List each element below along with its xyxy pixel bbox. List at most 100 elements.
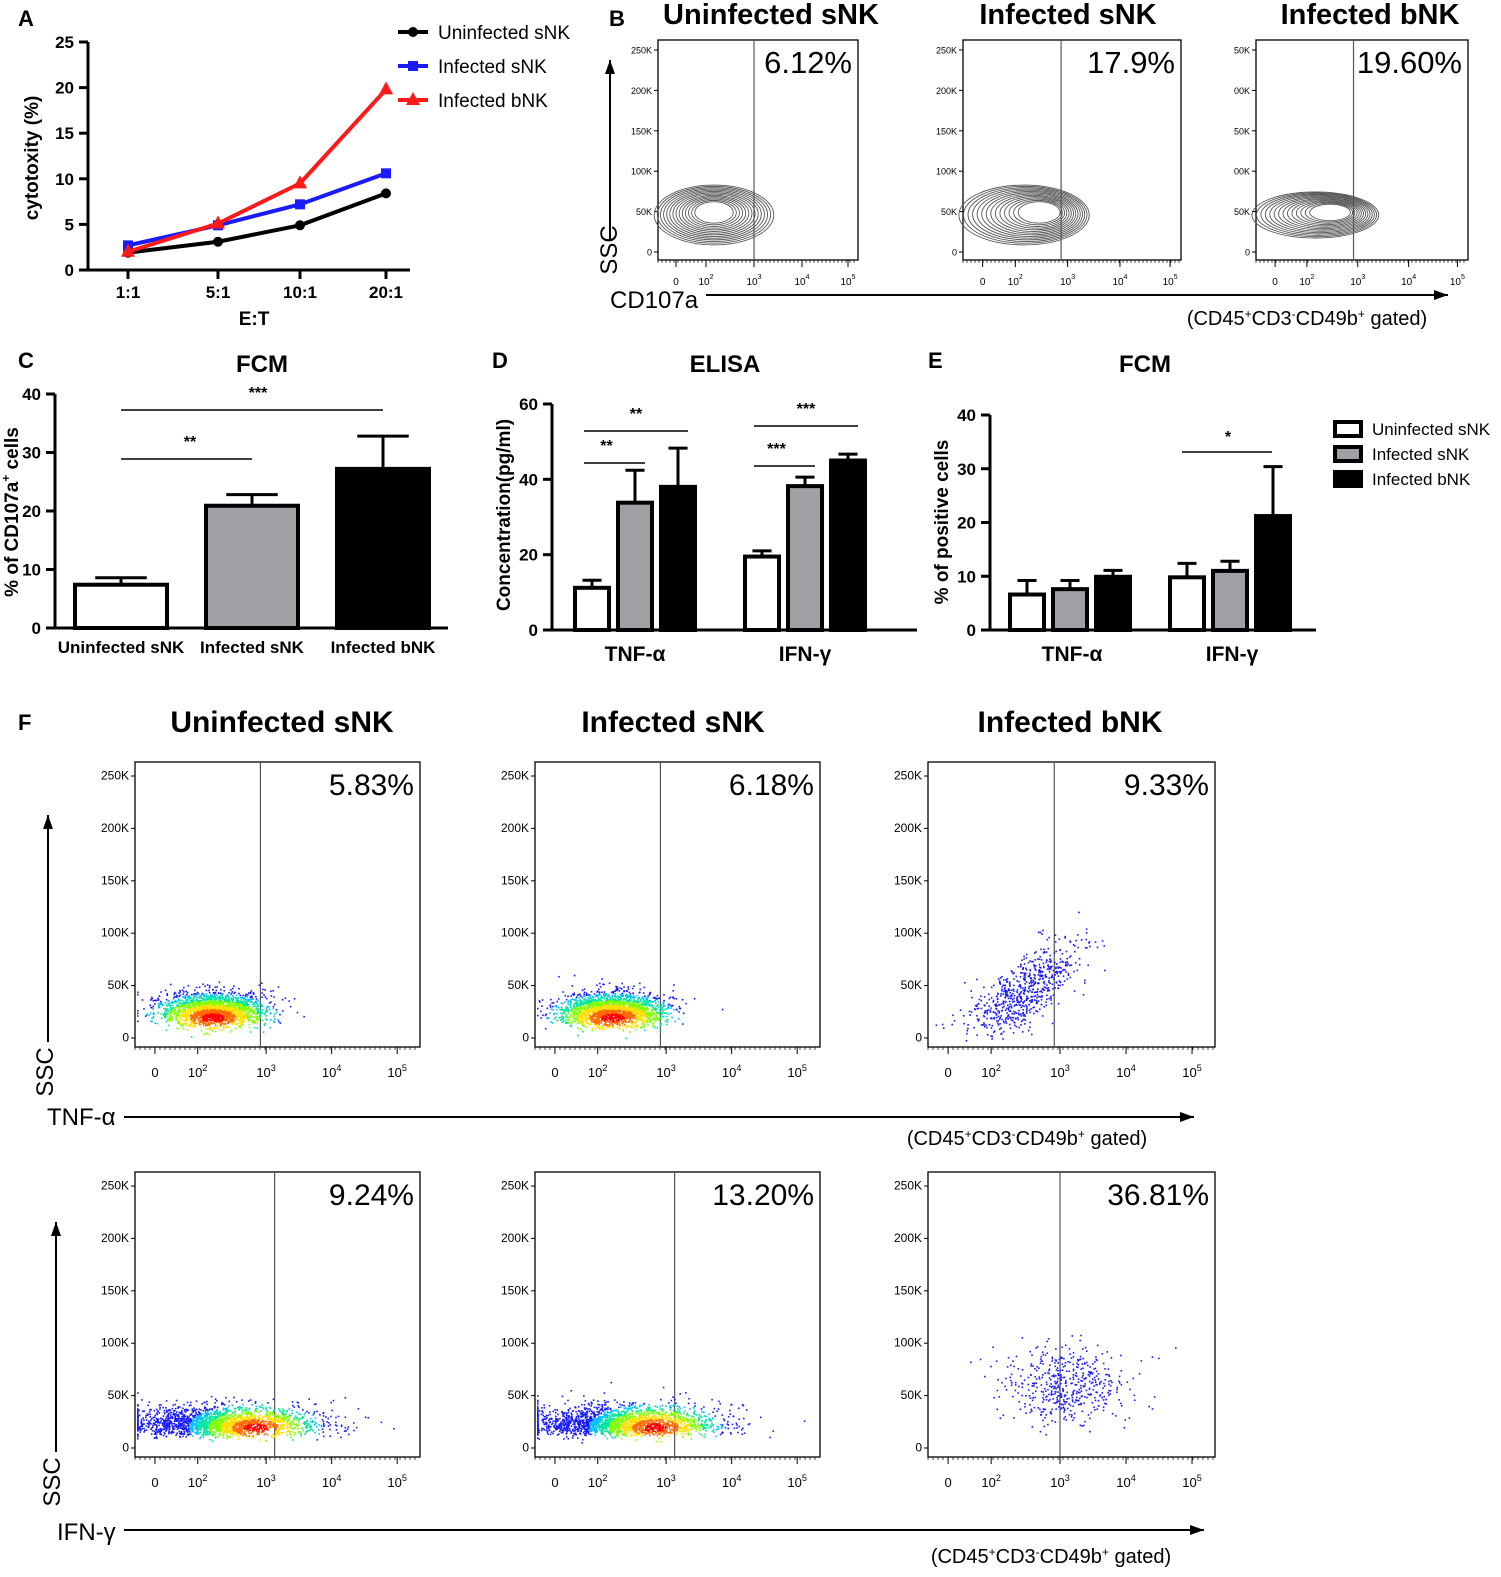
event-dot: [626, 1016, 629, 1018]
event-dot: [210, 996, 213, 999]
event-dot: [289, 1005, 292, 1008]
event-dot: [578, 1018, 581, 1021]
event-dot: [198, 1023, 201, 1026]
event-dot: [208, 1011, 210, 1014]
event-dot: [580, 1020, 583, 1023]
event-dot: [649, 1001, 652, 1003]
event-dot: [609, 1016, 611, 1018]
event-dot: [601, 1005, 604, 1007]
event-dot: [562, 1016, 565, 1019]
event-dot: [618, 1002, 621, 1005]
event-dot: [566, 1009, 569, 1012]
event-dot: [683, 1012, 685, 1015]
event-dot: [213, 992, 216, 995]
event-dot: [167, 1010, 170, 1012]
x-axis-label: E:T: [239, 309, 270, 330]
event-dot: [588, 1007, 591, 1009]
event-dot: [596, 1024, 598, 1027]
legend-marker: [406, 92, 420, 105]
event-dot: [623, 990, 625, 993]
event-dot: [608, 1018, 611, 1021]
event-dot: [262, 988, 264, 991]
event-dot: [606, 1006, 608, 1009]
event-dot: [244, 1000, 247, 1003]
event-dot: [202, 1014, 205, 1016]
event-dot: [616, 1021, 619, 1023]
event-dot: [586, 1018, 589, 1021]
event-dot: [613, 1013, 616, 1016]
panel-title: ELISA: [690, 351, 761, 378]
event-dot: [182, 993, 185, 995]
event-dot: [661, 1015, 664, 1018]
event-dot: [192, 1010, 194, 1013]
event-dot: [621, 1012, 624, 1015]
bar-s2-g0: [659, 484, 697, 632]
event-dot: [560, 1019, 563, 1021]
event-dot: [576, 1005, 579, 1007]
event-dot: [265, 997, 268, 1000]
event-dot: [586, 1009, 589, 1011]
event-dot: [259, 1002, 261, 1004]
event-dot: [249, 1031, 252, 1033]
event-dot: [176, 1001, 179, 1003]
event-dot: [630, 1006, 633, 1008]
event-dot: [598, 1014, 600, 1017]
event-dot: [239, 1011, 242, 1014]
event-dot: [666, 1007, 669, 1009]
event-dot: [596, 990, 599, 993]
event-dot: [610, 1007, 613, 1010]
event-dot: [246, 1002, 249, 1005]
event-dot: [569, 999, 572, 1001]
x-tick-base: 10: [1112, 277, 1124, 288]
x-tick-label: 104: [794, 274, 809, 288]
event-dot: [622, 1030, 625, 1032]
event-dot: [238, 1007, 241, 1010]
event-dot: [177, 1027, 179, 1030]
event-dot: [630, 1003, 633, 1006]
event-dot: [230, 992, 233, 995]
event-dot: [166, 993, 169, 995]
event-dot: [211, 994, 213, 997]
event-dot: [214, 1019, 217, 1021]
event-dot: [608, 994, 610, 996]
event-dot: [581, 1003, 583, 1006]
event-dot: [200, 1001, 202, 1003]
event-dot: [652, 1001, 655, 1003]
event-dot: [538, 1001, 541, 1003]
event-dot: [644, 1012, 647, 1015]
y-tick-label: 100K: [936, 167, 957, 177]
event-dot: [250, 1021, 253, 1024]
event-dot: [604, 1028, 606, 1030]
event-dot: [262, 1031, 265, 1033]
event-dot: [245, 1009, 247, 1012]
x-tick-label: 102: [698, 274, 713, 288]
event-dot: [249, 999, 252, 1001]
event-dot: [188, 1024, 190, 1027]
event-dot: [628, 1019, 631, 1022]
event-dot: [231, 1020, 233, 1023]
event-dot: [649, 993, 651, 995]
event-dot: [595, 1023, 598, 1025]
event-dot: [230, 1009, 232, 1011]
event-dot: [203, 998, 205, 1000]
x-tick-label: 103: [1350, 274, 1365, 288]
event-dot: [246, 1008, 249, 1011]
event-dot: [226, 1016, 229, 1018]
event-dot: [194, 1024, 197, 1027]
event-dot: [281, 998, 284, 1001]
event-dot: [642, 992, 645, 994]
event-dot: [652, 1025, 655, 1027]
contour-line: [1295, 200, 1358, 226]
event-dot: [220, 1016, 223, 1019]
event-dot: [602, 1014, 604, 1016]
event-dot: [229, 1020, 231, 1023]
event-dot: [586, 1000, 589, 1003]
event-dot: [647, 1008, 650, 1010]
event-dot: [225, 1015, 228, 1018]
event-dot: [603, 1001, 605, 1004]
event-dot: [623, 998, 625, 1000]
event-dot: [171, 1017, 174, 1019]
event-dot: [221, 997, 224, 1000]
event-dot: [652, 1014, 654, 1017]
event-dot: [620, 1014, 622, 1016]
